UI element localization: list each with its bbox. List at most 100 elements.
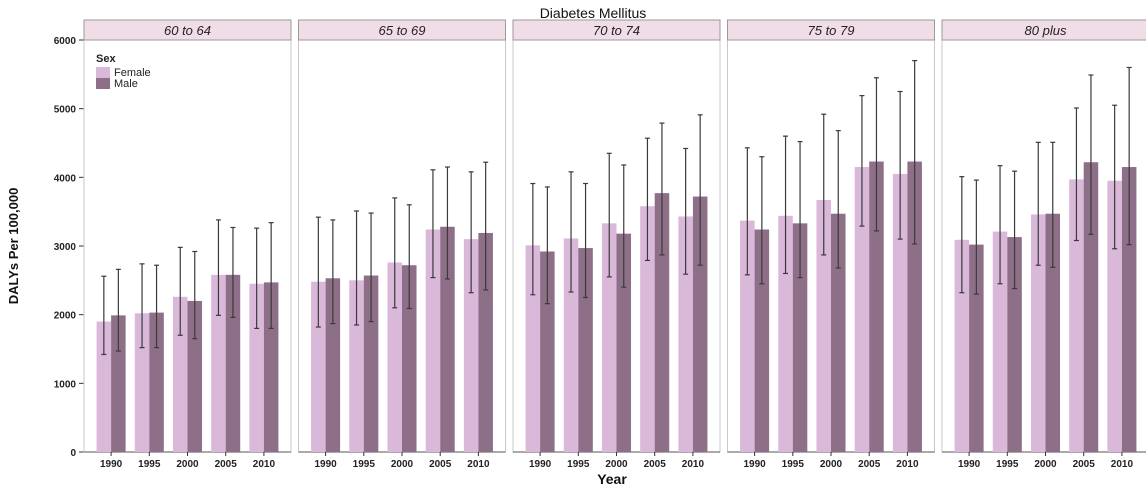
x-tick-label: 1995 [996,459,1019,470]
y-tick-label: 4000 [54,173,77,184]
facet-strip [83,19,292,41]
panel-65-to-69: 65 to 69 1990 1995 2000 2005 2010 [298,19,506,470]
bar-female [563,238,579,452]
x-tick-label: 2000 [820,459,843,470]
x-tick-label: 2005 [1073,459,1096,470]
bar-male [225,274,241,452]
x-tick-label: 2005 [858,459,881,470]
bar-female [601,223,617,452]
x-tick-label: 2000 [1034,459,1057,470]
bar-male [969,244,984,452]
x-tick-label: 1990 [100,459,123,470]
facet-strip [512,19,721,41]
x-tick-label: 2010 [682,459,705,470]
bar-female [311,281,326,452]
bar-male [263,282,279,452]
x-tick-label: 1995 [782,459,805,470]
bar-female [816,199,831,452]
legend-title: Sex [96,53,116,65]
bar-female [778,215,793,452]
bar-male [478,232,493,452]
x-tick-label: 2010 [1111,459,1134,470]
bar-male [1045,213,1061,452]
y-tick-label: 2000 [54,311,77,322]
bar-female [740,220,755,452]
bar-male [869,161,884,453]
panels: 60 to 64 1990 1995 2000 2005 2010 65 to 69 1990… [83,19,1146,470]
y-tick-label: 0 [70,448,76,459]
bar-female [1107,180,1122,452]
bar-female [349,280,364,452]
facet-strip-label: 65 to 69 [379,23,426,38]
bar-male [654,193,670,453]
bar-male [149,312,164,452]
x-tick-label: 2010 [253,459,276,470]
bar-male [1083,162,1099,452]
panel-75-to-79: 75 to 79 1990 1995 2000 2005 2010 [727,19,935,470]
facet-strip-label: 80 plus [1025,23,1067,38]
bar-female [892,173,908,452]
bar-female [249,283,264,452]
bar-female [954,239,970,452]
bar-female [525,245,541,452]
bar-male [754,229,770,452]
x-tick-label: 2000 [391,459,414,470]
panel-70-to-74: 70 to 74 1990 1995 2000 2005 2010 [512,19,721,470]
chart-title: Diabetes Mellitus [540,5,647,21]
facet-strip [298,19,506,41]
facet-strip-label: 75 to 79 [808,23,855,38]
x-tick-label: 2000 [605,459,628,470]
facet-strip [727,19,935,41]
x-tick-label: 1990 [958,459,981,470]
y-tick-label: 5000 [54,105,77,116]
bar-male [907,161,922,453]
bar-male [402,265,417,452]
y-tick-label: 6000 [54,36,77,47]
bar-male [792,223,808,452]
facet-strip [941,19,1146,41]
bar-male [440,226,455,452]
panel-60-to-64: 60 to 64 1990 1995 2000 2005 2010 [83,19,292,470]
x-tick-label: 1990 [314,459,337,470]
legend-label-female: Female [114,67,151,79]
bar-female [211,274,226,452]
bar-female [425,229,441,452]
bar-female [387,262,402,452]
x-tick-label: 2000 [176,459,199,470]
bar-female [640,206,655,452]
bar-male [692,196,708,452]
bar-male [831,213,846,452]
x-tick-label: 2005 [215,459,238,470]
x-tick-label: 1995 [138,459,161,470]
bar-female [854,167,870,453]
bar-female [1030,214,1046,452]
bar-female [1069,179,1084,453]
bar-male [325,278,341,452]
bar-female [678,216,693,452]
bar-male [111,315,126,452]
x-tick-label: 1990 [743,459,766,470]
y-tick-label: 1000 [54,379,77,390]
bar-female [96,321,112,452]
bar-female [134,313,150,452]
y-axis-label: DALYs Per 100,000 [6,188,21,305]
bar-male [1121,167,1137,453]
x-tick-label: 1990 [529,459,552,470]
legend-label-male: Male [114,78,138,90]
x-tick-label: 1995 [353,459,376,470]
facet-strip-label: 60 to 64 [164,23,211,38]
bar-male [1007,237,1022,452]
panel-80-plus: 80 plus 1990 1995 2000 2005 2010 [941,19,1146,470]
legend-swatch-female [96,67,110,78]
x-tick-label: 1995 [567,459,590,470]
bar-female [172,296,188,452]
bar-female [463,239,479,452]
x-axis-label: Year [597,471,627,487]
bar-male [616,233,632,452]
bar-male [363,275,379,452]
x-tick-label: 2010 [467,459,490,470]
y-tick-label: 3000 [54,242,77,253]
x-tick-label: 2005 [644,459,667,470]
